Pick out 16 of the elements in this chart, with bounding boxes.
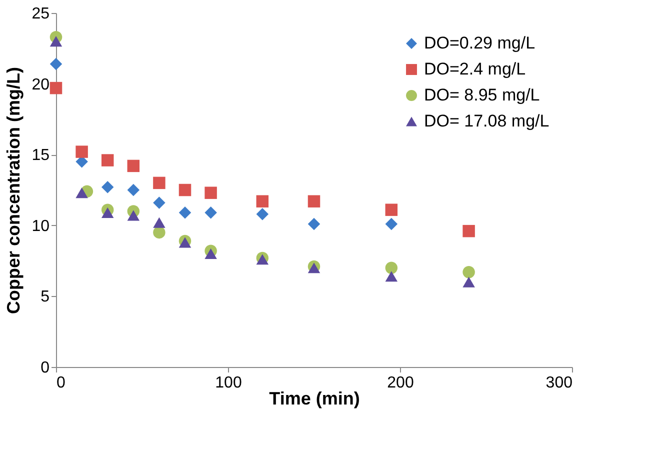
legend-label: DO= 8.95 mg/L — [424, 86, 540, 104]
y-tick-label: 25 — [32, 6, 50, 22]
legend-label: DO=2.4 mg/L — [424, 60, 526, 78]
legend-label: DO=0.29 mg/L — [424, 34, 536, 52]
y-tick-label: 0 — [40, 360, 50, 376]
y-tick-label: 5 — [40, 288, 50, 306]
y-axis-title: Copper concentration (mg/L) — [4, 66, 24, 314]
y-tick-label: 20 — [32, 76, 50, 94]
y-tick-label: 15 — [32, 147, 50, 164]
y-tick-label: 10 — [32, 218, 50, 235]
x-tick-label: 200 — [387, 374, 414, 392]
legend-label: DO= 17.08 mg/L — [424, 112, 550, 130]
x-tick-label: 0 — [56, 374, 66, 392]
x-axis-title: Time (min) — [269, 388, 360, 408]
x-tick-label: 300 — [546, 374, 573, 392]
x-tick-label: 100 — [215, 374, 242, 392]
